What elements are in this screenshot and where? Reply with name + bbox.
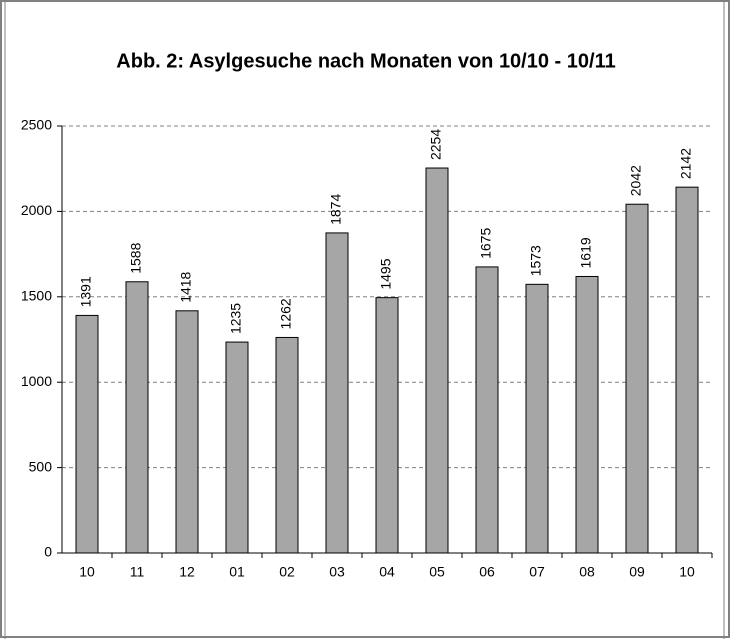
data-label: 1675 [478,228,494,259]
data-label: 2042 [628,165,644,196]
bar [525,283,549,554]
x-tick-label: 04 [379,564,395,580]
data-label: 1573 [528,245,544,276]
bar [375,297,399,554]
bar [75,314,99,554]
x-tick-label: 03 [329,564,345,580]
bar [475,266,499,554]
y-tick-label: 500 [29,458,53,474]
x-tick-label: 05 [429,564,445,580]
x-tick-label: 06 [479,564,495,580]
x-tick-label: 01 [229,564,245,580]
bar [625,203,649,554]
data-label: 1588 [128,242,144,273]
bar [425,167,449,554]
data-label: 1391 [78,276,94,307]
data-label: 2142 [678,148,694,179]
data-label: 1619 [578,237,594,268]
x-tick-label: 10 [679,564,695,580]
y-tick-label: 2500 [21,117,52,133]
x-tick-label: 08 [579,564,595,580]
bar [325,232,349,554]
data-label: 1495 [378,258,394,289]
y-tick-label: 0 [44,544,52,560]
x-tick-label: 09 [629,564,645,580]
data-label: 1418 [178,271,194,302]
bar [125,281,149,554]
bar [225,341,249,554]
x-tick-label: 10 [79,564,95,580]
y-tick-label: 1500 [21,288,52,304]
data-label: 1262 [278,298,294,329]
y-tick-label: 2000 [21,202,52,218]
chart-title: Abb. 2: Asylgesuche nach Monaten von 10/… [116,50,615,72]
data-label: 1874 [328,194,344,225]
x-tick-label: 12 [179,564,195,580]
x-tick-label: 02 [279,564,295,580]
bar [175,310,199,554]
data-label: 2254 [428,129,444,160]
bar [675,186,699,554]
x-tick-label: 11 [130,564,145,580]
x-tick-label: 07 [529,564,545,580]
data-label: 1235 [228,303,244,334]
y-tick-label: 1000 [21,373,52,389]
bar [575,275,599,554]
bar [275,336,299,554]
